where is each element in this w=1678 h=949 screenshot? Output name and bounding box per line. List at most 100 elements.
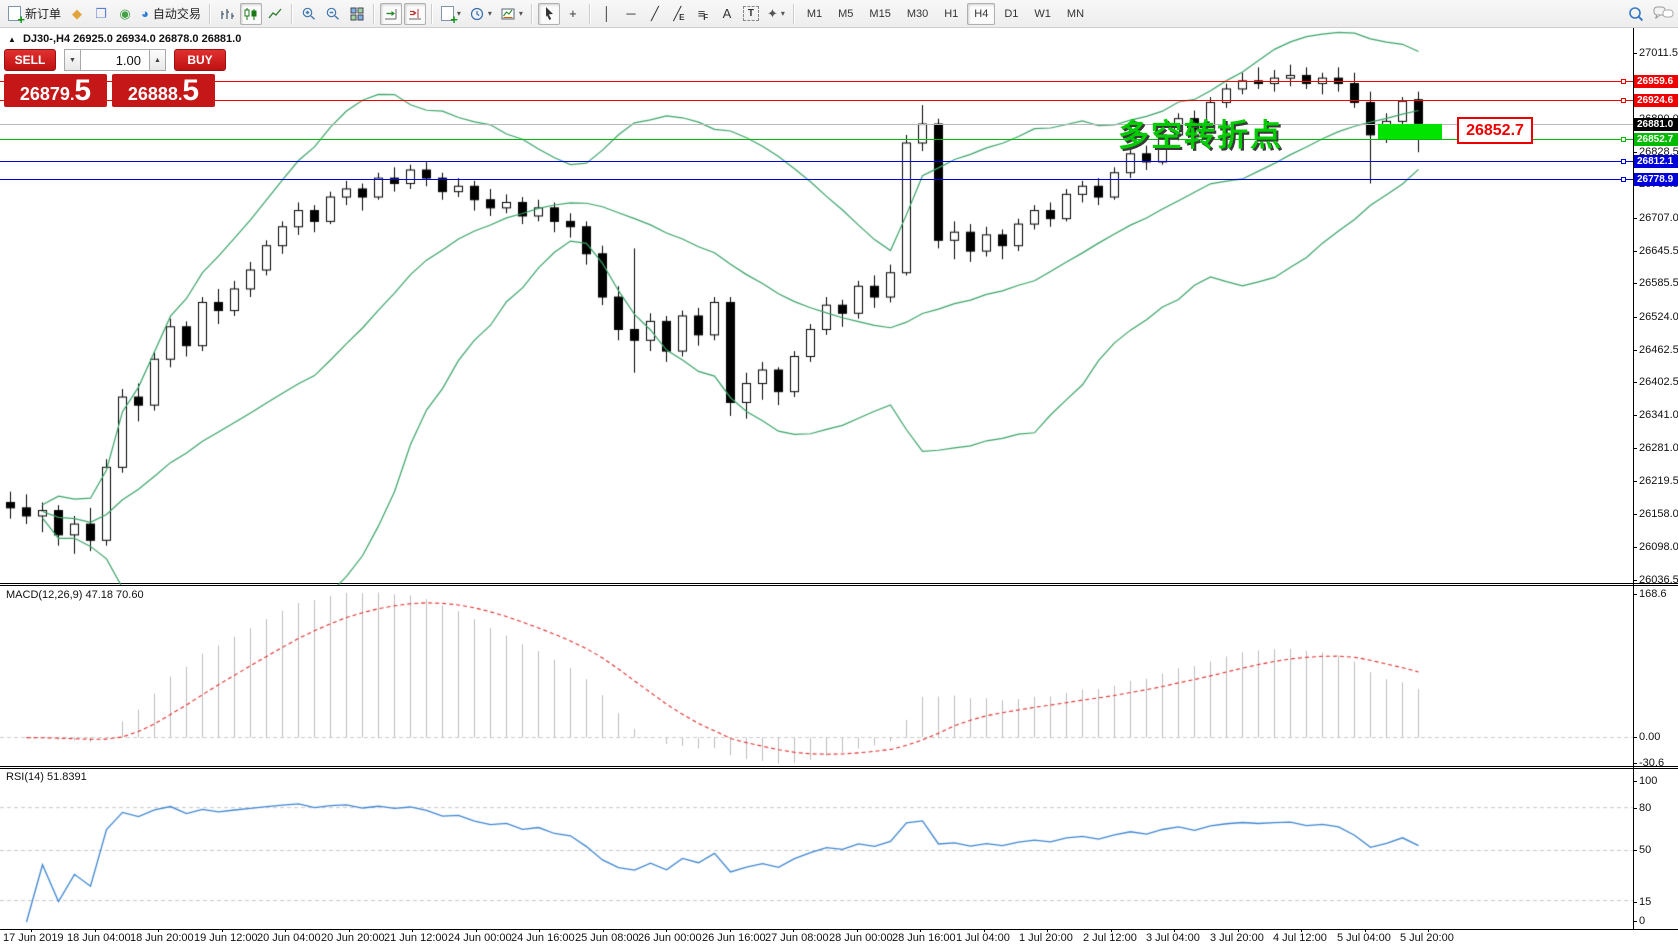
chat-icon[interactable]: [1650, 3, 1677, 25]
templates-button[interactable]: ▾: [497, 3, 526, 25]
tf-mn[interactable]: MN: [1060, 3, 1091, 25]
toolbar-separator: [792, 3, 795, 24]
charts-window-icon[interactable]: ❐: [90, 3, 112, 25]
time-axis-tick: [476, 929, 477, 932]
volume-decrease-button[interactable]: ▼: [64, 49, 81, 71]
text-icon[interactable]: A: [716, 3, 738, 25]
tf-m15[interactable]: M15: [862, 3, 897, 25]
line-chart-icon[interactable]: [264, 3, 286, 25]
autoscroll-icon[interactable]: [379, 2, 402, 25]
signals-icon[interactable]: ◉: [114, 3, 136, 25]
search-icon[interactable]: [1624, 3, 1648, 25]
new-order-button[interactable]: + 新订单: [5, 3, 64, 26]
price-axis-tick-label: 26585.5: [1639, 277, 1678, 289]
resistance-line-2-handle[interactable]: [1621, 98, 1626, 103]
chevron-down-icon: ▾: [487, 9, 492, 18]
horizontal-line-icon[interactable]: ─: [620, 3, 642, 25]
buy-button[interactable]: BUY: [174, 49, 226, 71]
support-line-2[interactable]: [0, 179, 1633, 180]
indicators-button[interactable]: + ▾: [438, 3, 464, 26]
support-line-1[interactable]: [0, 161, 1633, 162]
annotation-text[interactable]: 多空转折点: [1118, 118, 1283, 153]
signals-icon-glyph: ◉: [119, 6, 131, 21]
time-axis-label: 25 Jun 08:00: [575, 932, 639, 944]
chat-glyph: [1653, 5, 1674, 22]
time-axis-label: 2 Jul 12:00: [1083, 932, 1137, 944]
resistance-line-1-price-label: 26959.6: [1634, 75, 1678, 88]
volume-input[interactable]: 1.00: [81, 49, 149, 71]
vertical-line-icon[interactable]: │: [596, 3, 618, 25]
collapse-icon[interactable]: ▲: [8, 35, 16, 44]
time-axis-tick: [857, 929, 858, 932]
toolbar: + 新订单 ◆ ❐ ◉ ◕ 自动交易 + ▾ ▾ ▾ + │ ─ ╱ ╱ E ≡ F A T ✦ ▾ M1 M5 M15 M30 H1…: [0, 0, 1678, 28]
time-axis-tick: [1301, 929, 1302, 932]
cursor-glyph: [541, 6, 557, 22]
arrows-icon[interactable]: ✦ ▾: [764, 3, 788, 25]
tf-h1[interactable]: H1: [937, 3, 965, 25]
autotrade-button[interactable]: ◕ 自动交易: [138, 3, 204, 25]
bar-chart-icon[interactable]: [216, 3, 238, 25]
fibonacci-icon[interactable]: ≡ F: [692, 3, 714, 25]
zoom-in-icon[interactable]: [298, 3, 320, 25]
candlestick-icon[interactable]: [239, 2, 262, 25]
support-line-2-handle[interactable]: [1621, 177, 1626, 182]
crosshair-icon[interactable]: +: [562, 3, 584, 25]
arrows-icon-glyph: ✦: [766, 6, 778, 21]
indicator-doc-icon: +: [440, 6, 458, 26]
tf-h4[interactable]: H4: [967, 2, 996, 25]
bars-glyph: [219, 6, 235, 22]
profiles-icon[interactable]: ◆: [66, 3, 88, 25]
support-line-1-handle[interactable]: [1621, 159, 1626, 164]
time-axis-label: 17 Jun 2019: [3, 932, 64, 944]
price-axis-tick: [1633, 283, 1637, 284]
volume-increase-button[interactable]: ▲: [149, 49, 166, 71]
rsi-canvas[interactable]: [0, 769, 1633, 929]
zoom-out-icon[interactable]: [322, 3, 344, 25]
periods-button[interactable]: ▾: [466, 3, 495, 25]
bid-price-line-price-label: 26881.0: [1634, 118, 1678, 131]
tf-m5[interactable]: M5: [831, 3, 860, 25]
price-axis-tick-label: 26402.5: [1639, 376, 1678, 388]
time-axis-tick: [1428, 929, 1429, 932]
rsi-axis-tick: [1633, 921, 1637, 922]
tf-m30[interactable]: M30: [900, 3, 935, 25]
bid-price-line[interactable]: [0, 124, 1633, 125]
tf-d1[interactable]: D1: [997, 3, 1025, 25]
tile-windows-icon[interactable]: [346, 3, 368, 25]
tf-m1[interactable]: M1: [800, 3, 829, 25]
trendline-icon[interactable]: ╱: [644, 3, 666, 25]
sell-price-display[interactable]: 26879. 5: [4, 74, 107, 107]
time-axis-tick: [539, 929, 540, 932]
price-callout-box[interactable]: 26852.7: [1457, 117, 1533, 144]
line-glyph: [267, 6, 283, 22]
resistance-line-1-handle[interactable]: [1621, 79, 1626, 84]
doc-icon: +: [8, 6, 25, 26]
equidistant-channel-icon[interactable]: ╱ E: [668, 3, 690, 25]
highlight-rectangle[interactable]: [1378, 124, 1442, 139]
chart-symbol-period: DJ30-,H4: [22, 33, 71, 45]
template-glyph: [500, 6, 516, 22]
price-axis-tick-label: 26462.5: [1639, 344, 1678, 356]
text-label-icon[interactable]: T: [740, 3, 762, 25]
pivot-line-handle[interactable]: [1621, 137, 1626, 142]
chart-title: ▲ DJ30-,H4 26925.0 26934.0 26878.0 26881…: [8, 33, 241, 45]
toolbar-separator: [372, 3, 375, 24]
cursor-icon[interactable]: [537, 2, 560, 25]
tf-w1[interactable]: W1: [1027, 3, 1058, 25]
main-chart-canvas[interactable]: [0, 28, 1633, 585]
chart-shift-icon[interactable]: [403, 2, 426, 25]
macd-label: MACD(12,26,9) 47.18 70.60: [6, 589, 144, 601]
pivot-line[interactable]: [0, 139, 1633, 140]
plus-icon: +: [450, 12, 458, 27]
time-axis-label: 3 Jul 20:00: [1210, 932, 1264, 944]
buy-price-display[interactable]: 26888. 5: [112, 74, 215, 107]
pane-separator[interactable]: [0, 768, 1678, 769]
macd-canvas[interactable]: [0, 587, 1633, 767]
resistance-line-1[interactable]: [0, 81, 1633, 82]
pane-separator[interactable]: [0, 585, 1678, 586]
resistance-line-2[interactable]: [0, 100, 1633, 101]
sell-button[interactable]: SELL: [4, 49, 56, 71]
time-axis-label: 20 Jun 04:00: [257, 932, 321, 944]
time-axis-tick: [1365, 929, 1366, 932]
pivot-line-price-label: 26852.7: [1634, 133, 1678, 146]
